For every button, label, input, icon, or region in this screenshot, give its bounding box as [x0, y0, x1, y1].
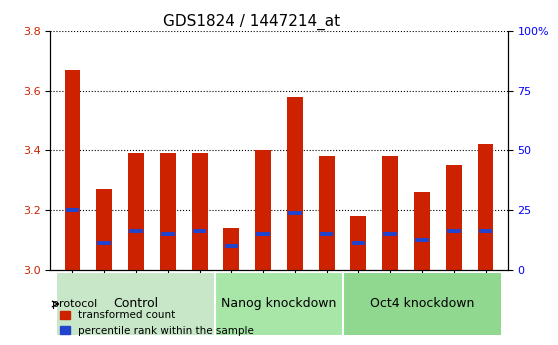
Bar	[382, 156, 398, 270]
Text: Nanog knockdown: Nanog knockdown	[222, 297, 336, 310]
Bar	[256, 232, 270, 236]
Bar	[255, 150, 271, 270]
Bar	[479, 229, 492, 233]
FancyBboxPatch shape	[343, 273, 502, 335]
Bar	[98, 241, 111, 245]
Bar	[383, 232, 397, 236]
Bar	[320, 232, 334, 236]
Text: GDS1824 / 1447214_at: GDS1824 / 1447214_at	[162, 14, 340, 30]
Text: protocol: protocol	[52, 299, 97, 309]
Bar	[446, 165, 461, 270]
Bar	[191, 154, 208, 270]
Bar	[160, 154, 176, 270]
Bar	[193, 229, 206, 233]
Bar	[65, 70, 80, 270]
FancyBboxPatch shape	[215, 273, 343, 335]
Bar	[319, 156, 335, 270]
Bar	[478, 145, 493, 270]
Bar	[350, 216, 367, 270]
Bar	[415, 238, 429, 242]
Bar	[223, 228, 239, 270]
Bar	[224, 244, 238, 248]
Text: Control: Control	[113, 297, 158, 310]
Bar	[128, 154, 144, 270]
Bar	[66, 208, 79, 212]
Text: Oct4 knockdown: Oct4 knockdown	[370, 297, 474, 310]
Bar	[414, 192, 430, 270]
Bar	[129, 229, 143, 233]
FancyBboxPatch shape	[56, 273, 215, 335]
Bar	[288, 211, 302, 215]
Bar	[161, 232, 175, 236]
Bar	[97, 189, 112, 270]
Bar	[352, 241, 365, 245]
Bar	[447, 229, 460, 233]
Bar	[287, 97, 303, 270]
Legend: transformed count, percentile rank within the sample: transformed count, percentile rank withi…	[55, 306, 258, 340]
